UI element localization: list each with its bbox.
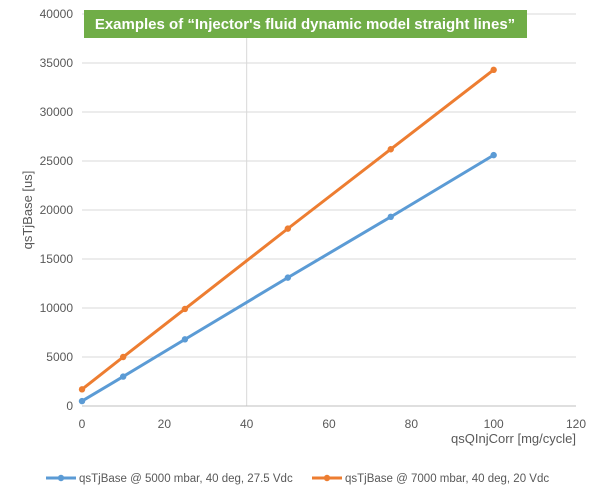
legend-label: qsTjBase @ 5000 mbar, 40 deg, 27.5 Vdc xyxy=(79,473,293,485)
y-tick-label: 20000 xyxy=(40,203,74,217)
legend-swatch-marker xyxy=(57,474,65,482)
x-tick-label: 80 xyxy=(405,417,419,431)
data-point xyxy=(490,66,497,74)
legend: qsTjBase @ 5000 mbar, 40 deg, 27.5 Vdc qs… xyxy=(46,473,549,485)
data-point xyxy=(181,305,189,313)
y-tick-label: 30000 xyxy=(40,105,74,119)
y-tick-label: 5000 xyxy=(46,350,73,364)
title-background xyxy=(84,10,527,38)
y-tick-label: 0 xyxy=(66,399,73,413)
legend-entry-1: qsTjBase @ 5000 mbar, 40 deg, 27.5 Vdc xyxy=(46,473,293,485)
legend-label: qsTjBase @ 7000 mbar, 40 deg, 20 Vdc xyxy=(345,473,549,485)
legend-swatch-marker xyxy=(323,474,331,482)
data-point xyxy=(284,274,292,281)
data-point xyxy=(387,146,394,153)
grid xyxy=(82,13,576,406)
x-tick-label: 100 xyxy=(484,417,504,431)
data-point xyxy=(119,353,127,361)
data-point xyxy=(119,373,127,380)
x-tick-label: 60 xyxy=(322,417,336,431)
series-line xyxy=(80,68,496,391)
y-axis-title: qsTjBase [us] xyxy=(20,171,35,250)
axes: 0 5000 10000 15000 20000 25000 30000 35000 40000… xyxy=(40,7,587,431)
series-layer xyxy=(78,66,497,405)
data-point xyxy=(78,386,86,393)
legend-entry-2: qsTjBase @ 7000 mbar, 40 deg, 20 Vdc xyxy=(312,473,549,485)
chart-title: Examples of “Injector's fluid dynamic mo… xyxy=(95,16,515,33)
series-2 xyxy=(78,66,497,393)
y-tick-label: 40000 xyxy=(40,7,74,21)
series-1 xyxy=(78,151,497,405)
y-tick-label: 15000 xyxy=(40,252,74,266)
x-tick-label: 0 xyxy=(79,417,86,431)
title-area: Examples of “Injector's fluid dynamic mo… xyxy=(84,10,527,38)
data-point xyxy=(181,336,189,343)
y-tick-label: 10000 xyxy=(40,301,74,315)
data-point xyxy=(78,397,86,405)
data-point xyxy=(387,213,394,221)
x-axis-title: qsQInjCorr [mg/cycle] xyxy=(451,431,576,446)
data-point xyxy=(284,225,292,232)
x-tick-label: 40 xyxy=(240,417,254,431)
series-line xyxy=(80,153,496,403)
x-tick-label: 120 xyxy=(566,417,586,431)
x-tick-label: 20 xyxy=(158,417,172,431)
data-point xyxy=(490,151,497,159)
y-tick-label: 35000 xyxy=(40,56,74,70)
y-tick-label: 25000 xyxy=(40,154,74,168)
